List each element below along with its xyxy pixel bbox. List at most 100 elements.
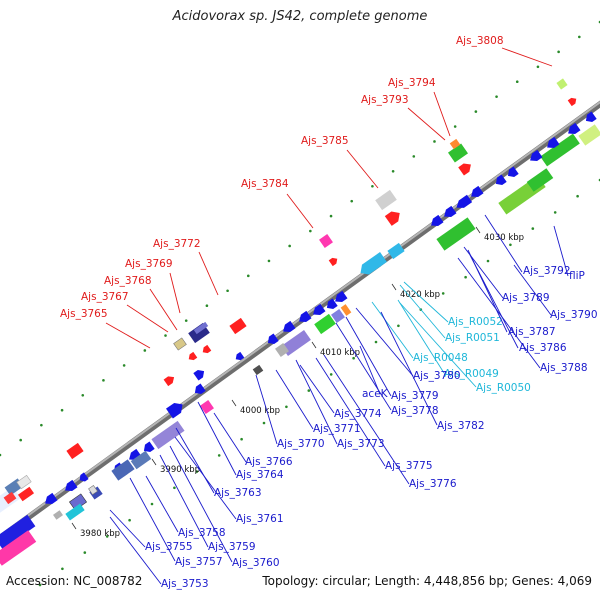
gene-arrow — [79, 472, 89, 482]
gene-block — [578, 124, 600, 146]
leader-line — [286, 193, 314, 229]
gene-block-shape — [387, 242, 405, 260]
gene-arrow — [547, 136, 560, 149]
track-dot — [60, 408, 64, 412]
gene-arrow — [143, 441, 155, 452]
track-dot — [371, 184, 374, 188]
track-dot — [329, 214, 333, 218]
gene-block-shape — [200, 400, 214, 414]
kbp-tick-mark — [231, 399, 237, 407]
kbp-tick-mark — [71, 522, 77, 530]
leader-line — [126, 304, 169, 333]
gene-block-shape — [319, 234, 333, 248]
track-dot — [350, 199, 354, 203]
gene-label: Ajs_R0052 — [448, 316, 503, 328]
track-dot — [576, 194, 579, 198]
gene-block — [53, 510, 63, 520]
gene-label: Ajs_3787 — [508, 326, 556, 338]
leader-line — [299, 364, 335, 414]
leader-line — [355, 307, 414, 377]
gene-label: Ajs_3778 — [391, 405, 439, 417]
track-dot — [38, 583, 42, 587]
gene-arrow — [328, 257, 338, 267]
leader-line — [174, 436, 237, 520]
gene-block-shape — [526, 168, 554, 192]
gene-label: Ajs_3793 — [361, 94, 409, 106]
gene-arrow — [585, 111, 597, 122]
gene-block — [0, 530, 37, 566]
gene-block-shape — [66, 442, 84, 460]
gene-label: Ajs_3767 — [81, 291, 129, 303]
leader-line — [399, 284, 446, 339]
gene-label: Ajs_3788 — [540, 362, 588, 374]
track-dot — [184, 319, 188, 322]
leader-line — [197, 401, 237, 476]
gene-arrow-shape — [507, 166, 519, 177]
gene-block — [3, 491, 17, 505]
gene-arrow — [202, 344, 212, 354]
gene-label: Ajs_3792 — [523, 265, 571, 277]
gene-arrow-shape — [444, 205, 457, 218]
gene-arrow — [384, 211, 400, 226]
leader-line — [175, 427, 215, 494]
track-dot — [391, 170, 395, 173]
leader-line — [295, 359, 338, 445]
gene-block-shape — [449, 138, 461, 150]
leader-line — [109, 509, 146, 548]
accession-text: Accession: NC_008782 — [6, 574, 143, 588]
gene-label: Ajs_3770 — [277, 438, 325, 450]
gene-label: Ajs_3761 — [236, 513, 284, 525]
gene-block-shape — [252, 364, 264, 376]
gene-arrow-shape — [585, 111, 597, 122]
gene-block-shape — [578, 124, 600, 146]
gene-arrow — [163, 376, 175, 387]
track-dot — [205, 304, 209, 307]
leader-line — [129, 477, 176, 562]
track-dot — [412, 155, 416, 158]
gene-arrow-shape — [326, 298, 338, 309]
track-dot — [536, 65, 540, 69]
gene-block-shape — [436, 217, 476, 251]
gene-arrow-shape — [202, 344, 212, 354]
gene-arrow — [568, 122, 581, 135]
track-dot — [240, 437, 243, 441]
gene-arrow — [235, 351, 245, 361]
gene-label: Ajs_R0051 — [445, 332, 500, 344]
gene-label: Ajs_R0048 — [413, 352, 468, 364]
leader-line — [501, 47, 553, 67]
leader-line — [484, 214, 523, 273]
leader-line — [553, 225, 569, 277]
gene-arrow-shape — [79, 472, 89, 482]
track-dot — [309, 229, 312, 233]
gene-block — [319, 234, 333, 248]
topology-text: Topology: circular; Length: 4,448,856 bp… — [262, 574, 592, 588]
gene-block — [331, 309, 345, 323]
gene-block — [88, 484, 98, 496]
gene-label: Ajs_3758 — [178, 527, 226, 539]
track-dot — [553, 211, 557, 214]
gene-block-shape — [173, 337, 187, 351]
gene-label: Ajs_3782 — [437, 420, 485, 432]
leader-line — [145, 475, 179, 533]
leader-line — [275, 369, 314, 430]
leader-line — [371, 301, 414, 359]
track-dot — [515, 80, 519, 84]
track-dot — [122, 364, 126, 367]
leader-line — [315, 357, 386, 467]
gene-label: Ajs_3786 — [519, 342, 567, 354]
track-dot — [143, 349, 147, 352]
gene-label: Ajs_3772 — [153, 238, 201, 250]
gene-arrow — [431, 214, 444, 227]
leader-line — [359, 345, 381, 395]
track-dot — [453, 125, 457, 128]
gene-arrow — [313, 303, 326, 316]
gene-block-shape — [0, 514, 36, 550]
gene-arrow — [530, 149, 543, 162]
track-dot — [397, 324, 400, 328]
gene-block — [436, 217, 476, 251]
track-dot — [495, 95, 498, 98]
gene-block — [193, 321, 209, 335]
leader-line — [323, 354, 410, 485]
gene-label: Ajs_3780 — [413, 370, 461, 382]
